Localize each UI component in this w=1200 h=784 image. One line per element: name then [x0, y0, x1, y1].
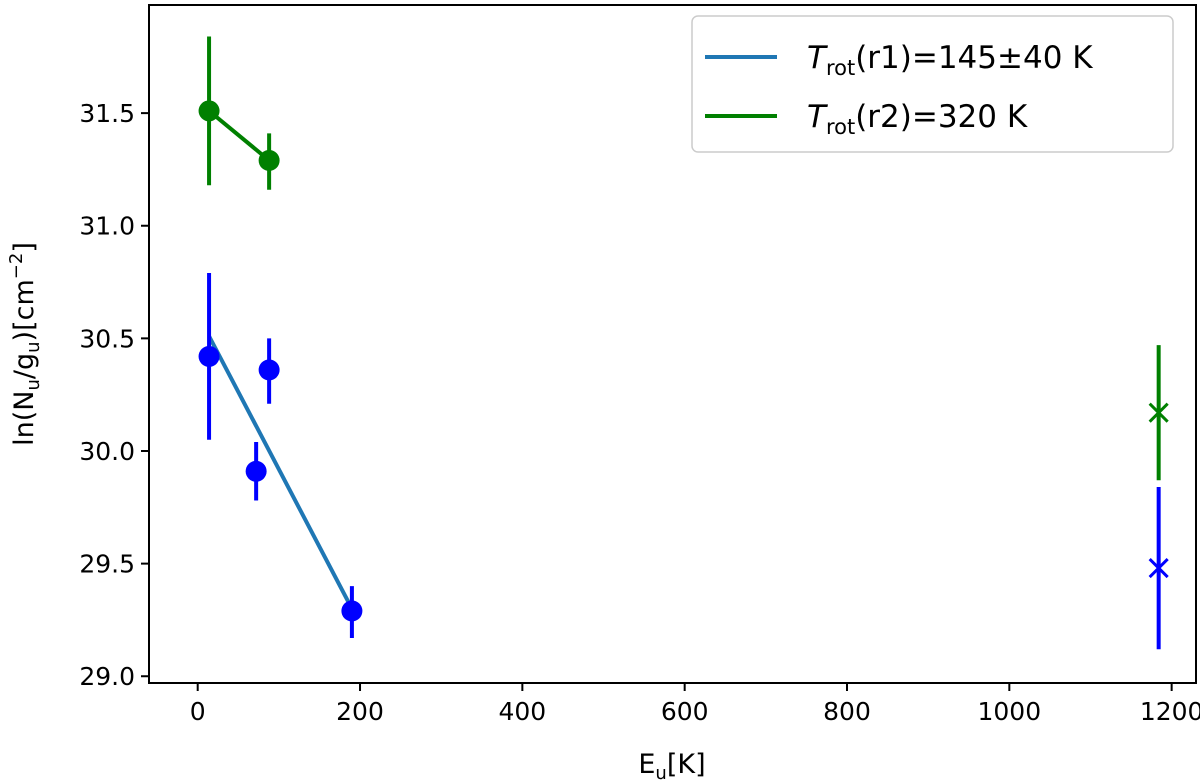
y-axis-ticks: 29.0 29.5 30.0 30.5 31.0 31.5 — [79, 99, 149, 691]
fit-lines — [207, 109, 354, 610]
y-axis-label: ln(Nu/gu)[cm−2] — [6, 242, 44, 446]
x-tick-label: 800 — [823, 697, 871, 726]
data-point-circle — [341, 600, 363, 622]
y-tick-label: 31.0 — [79, 212, 135, 241]
data-point-circle — [258, 149, 280, 171]
data-point-cross — [1148, 558, 1169, 579]
y-tick-label: 30.5 — [79, 324, 135, 353]
y-tick-label: 29.5 — [79, 550, 135, 579]
data-point-circle — [198, 345, 220, 367]
legend-entry-r1: Trot(r1)=145±40 K — [807, 40, 1093, 80]
data-point-circle — [198, 100, 220, 122]
x-axis-label: Eu[K] — [638, 749, 705, 784]
x-tick-label: 600 — [661, 697, 709, 726]
data-point-circle — [258, 359, 280, 381]
fit-line-1 — [207, 335, 354, 610]
fit-line-2 — [207, 109, 271, 162]
data-points — [198, 36, 1169, 650]
x-tick-label: 0 — [190, 697, 206, 726]
legend-entry-r2: Trot(r2)=320 K — [807, 99, 1028, 139]
x-tick-label: 400 — [498, 697, 546, 726]
plot-frame — [148, 4, 1197, 684]
data-point-cross — [1148, 402, 1169, 423]
legend-box — [691, 15, 1174, 153]
y-tick-label: 31.5 — [79, 99, 135, 128]
legend: Trot(r1)=145±40 K Trot(r2)=320 K — [691, 15, 1174, 153]
x-tick-label: 200 — [336, 697, 384, 726]
x-tick-label: 1200 — [1140, 697, 1200, 726]
x-tick-label: 1000 — [978, 697, 1042, 726]
y-tick-label: 30.0 — [79, 437, 135, 466]
x-axis-ticks: 0 200 400 600 800 1000 1200 — [190, 683, 1200, 726]
data-point-circle — [245, 460, 267, 482]
y-tick-label: 29.0 — [79, 662, 135, 691]
